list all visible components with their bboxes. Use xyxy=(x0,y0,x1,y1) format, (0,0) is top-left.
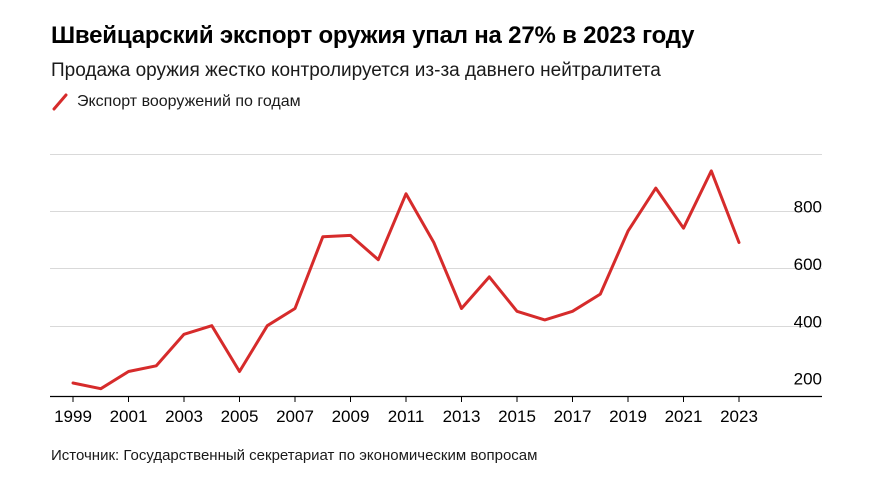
legend-label: Экспорт вооружений по годам xyxy=(77,93,301,110)
red-line-icon xyxy=(52,93,68,111)
x-tick-label: 1999 xyxy=(54,407,92,426)
y-tick-label: 600 xyxy=(794,255,822,274)
x-tick-label: 2009 xyxy=(332,407,370,426)
legend: Экспорт вооружений по годам xyxy=(51,92,301,112)
y-axis-labels: 200 400 600 800 xyxy=(794,198,822,389)
x-tick-label: 2013 xyxy=(443,407,481,426)
y-tick-label: 200 xyxy=(794,370,822,389)
x-tick-label: 2005 xyxy=(221,407,259,426)
x-tick-label: 2007 xyxy=(276,407,314,426)
series-line xyxy=(71,169,741,391)
y-tick-label: 400 xyxy=(794,312,822,331)
grid-lines xyxy=(50,154,822,327)
x-tick-label: 2003 xyxy=(165,407,203,426)
series-layer xyxy=(71,169,741,391)
source-note: Источник: Государственный секретариат по… xyxy=(51,447,538,464)
x-tick-label: 2023 xyxy=(720,407,758,426)
x-tick-label: 2021 xyxy=(665,407,703,426)
x-axis: 1999 2001 2003 2005 2007 2009 2011 2013 2015 2017… xyxy=(50,395,822,426)
x-tick-label: 2017 xyxy=(554,407,592,426)
y-tick-label: 800 xyxy=(794,198,822,217)
chart-subtitle: Продажа оружия жестко контролируется из-… xyxy=(51,60,661,81)
x-tick-label: 2011 xyxy=(388,407,425,426)
chart-title: Швейцарский экспорт оружия упал на 27% в… xyxy=(51,22,695,49)
x-tick-label: 2019 xyxy=(609,407,647,426)
x-tick-label: 2015 xyxy=(498,407,536,426)
x-tick-label: 2001 xyxy=(110,407,148,426)
